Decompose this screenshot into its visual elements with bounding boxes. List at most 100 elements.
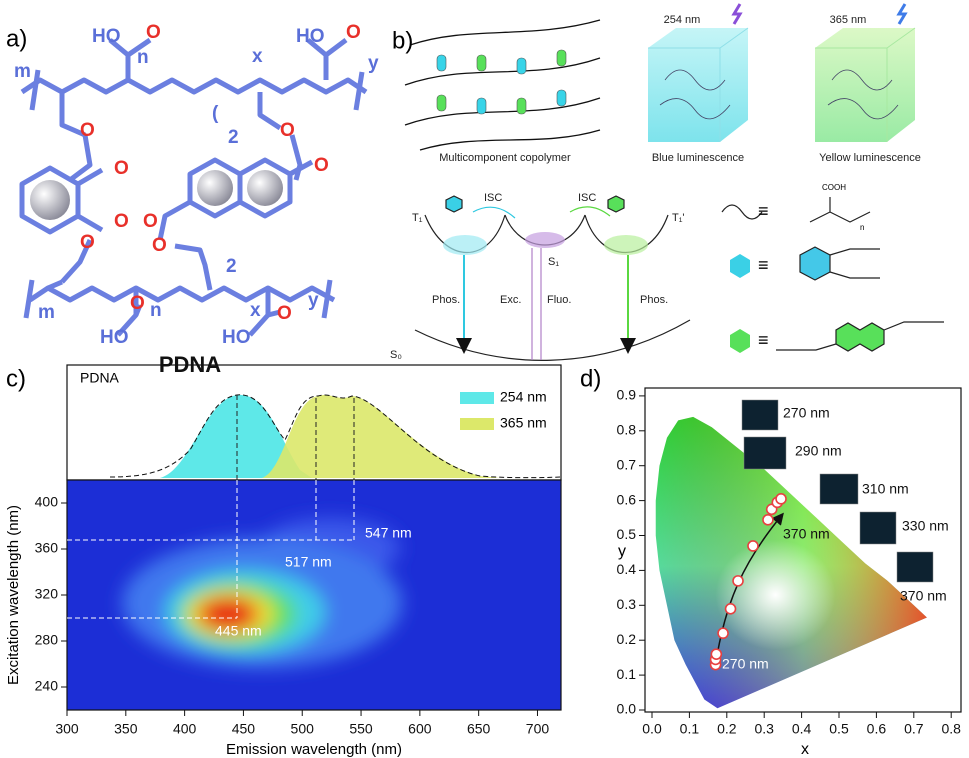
atom-label: O: [152, 235, 167, 256]
transition-label: Exc.: [500, 294, 521, 306]
y-tick-label: 0.3: [617, 596, 637, 612]
y-tick-label: 280: [35, 632, 59, 648]
atom-label: (: [212, 103, 219, 124]
atom-label: m: [14, 61, 31, 82]
data-point: [732, 575, 744, 587]
x-tick-label: 700: [526, 721, 550, 737]
wavelength-label: 330 nm: [902, 518, 949, 534]
heatmap: [67, 480, 561, 710]
guide-lines-top: [236, 395, 355, 480]
legend-swatch: [460, 392, 494, 404]
wavelength-label: 370 nm: [900, 588, 947, 604]
compound-name: PDNA: [159, 352, 221, 377]
x-tick-label: 450: [232, 721, 256, 737]
atom-label: y: [308, 290, 319, 311]
wavelength-label: 310 nm: [862, 481, 909, 497]
atom-label: O: [346, 22, 361, 43]
cooh-label: COOH: [822, 183, 846, 192]
data-point: [710, 648, 723, 660]
spectra: [66, 364, 562, 481]
atom-label: n: [150, 300, 162, 321]
y-tick-label: 360: [35, 540, 59, 556]
thumbnails: [741, 399, 934, 583]
atom-label: O: [130, 293, 145, 314]
atom-label: 2: [228, 127, 239, 148]
transition-label: ISC: [484, 192, 502, 204]
data-point: [717, 627, 729, 640]
equiv-symbol: ≡: [758, 201, 769, 221]
atom-label: x: [250, 300, 261, 321]
atom-label: O: [80, 232, 95, 253]
excitation-label: 365 nm: [830, 14, 867, 26]
y-tick-label: 0.0: [617, 701, 637, 717]
atom-label: m: [38, 302, 55, 323]
state-label: S₁: [548, 256, 559, 268]
wavelength-label: 290 nm: [795, 443, 842, 459]
atom-label: O: [143, 211, 158, 232]
structure-a: [19, 37, 368, 337]
cie-fill: [655, 416, 927, 709]
caption: Multicomponent copolymer: [439, 152, 571, 164]
x-tick-label: 0.3: [754, 721, 774, 737]
subscript: n: [860, 223, 864, 232]
data-point: [775, 493, 787, 505]
caption: Blue luminescence: [652, 152, 744, 164]
y-tick-label: 400: [35, 494, 59, 510]
x-axis-label: x: [801, 741, 809, 758]
atom-label: O: [277, 303, 292, 324]
atom-label: HO: [92, 26, 121, 47]
x-tick-label: 0.5: [829, 721, 849, 737]
peak-label: 547 nm: [365, 525, 412, 541]
y-tick-label: 0.6: [617, 491, 637, 507]
transition-label: ISC: [578, 192, 596, 204]
atom-label: O: [80, 120, 95, 141]
transition-label: Phos.: [432, 294, 460, 306]
atom-label: HO: [296, 26, 325, 47]
y-tick-label: 0.5: [617, 526, 637, 542]
jablonski: [414, 195, 691, 361]
y-tick-label: 320: [35, 586, 59, 602]
ring-spheres: [30, 170, 283, 220]
state-label: T₁: [412, 212, 423, 224]
chain-units: [436, 49, 567, 115]
peak-label: 445 nm: [215, 623, 262, 639]
atom-label: O: [114, 158, 129, 179]
x-tick-label: 0.0: [642, 721, 662, 737]
atom-label: O: [314, 155, 329, 176]
caption: Yellow luminescence: [819, 152, 921, 164]
x-tick-label: 500: [291, 721, 315, 737]
atom-label: HO: [100, 327, 129, 348]
cie-frame: [644, 387, 962, 713]
atom-label: O: [146, 22, 161, 43]
equiv-symbol: ≡: [758, 330, 769, 350]
legend-label: 254 nm: [500, 389, 547, 405]
excitation-label: 254 nm: [664, 14, 701, 26]
spectrum-title: PDNA: [80, 370, 120, 386]
guide-lines: [67, 480, 355, 619]
wavelength-label: 270 nm: [722, 656, 769, 672]
y-tick-label: 0.1: [617, 666, 637, 682]
x-tick-label: 0.2: [717, 721, 737, 737]
cubes: [648, 3, 916, 142]
state-label: S₀: [390, 349, 402, 361]
y-axis-label: y: [618, 543, 626, 560]
panel-label: b): [392, 27, 413, 54]
data-point: [724, 602, 737, 615]
data-point: [762, 513, 774, 526]
data-point: [747, 540, 759, 552]
x-tick-label: 0.1: [680, 721, 700, 737]
y-tick-label: 0.9: [617, 387, 637, 403]
atom-label: O: [280, 120, 295, 141]
atom-label: O: [114, 211, 129, 232]
x-axis-label: Emission wavelength (nm): [226, 741, 402, 758]
x-tick-label: 400: [173, 721, 197, 737]
x-tick-label: 0.8: [941, 721, 961, 737]
atom-label: x: [252, 46, 263, 67]
unit-legend: [721, 197, 944, 353]
transition-label: Fluo.: [547, 294, 571, 306]
y-tick-label: 0.4: [617, 561, 637, 577]
legend-swatch: [460, 418, 494, 430]
x-tick-label: 350: [114, 721, 138, 737]
panel-label: c): [6, 365, 26, 392]
legend-label: 365 nm: [500, 415, 547, 431]
